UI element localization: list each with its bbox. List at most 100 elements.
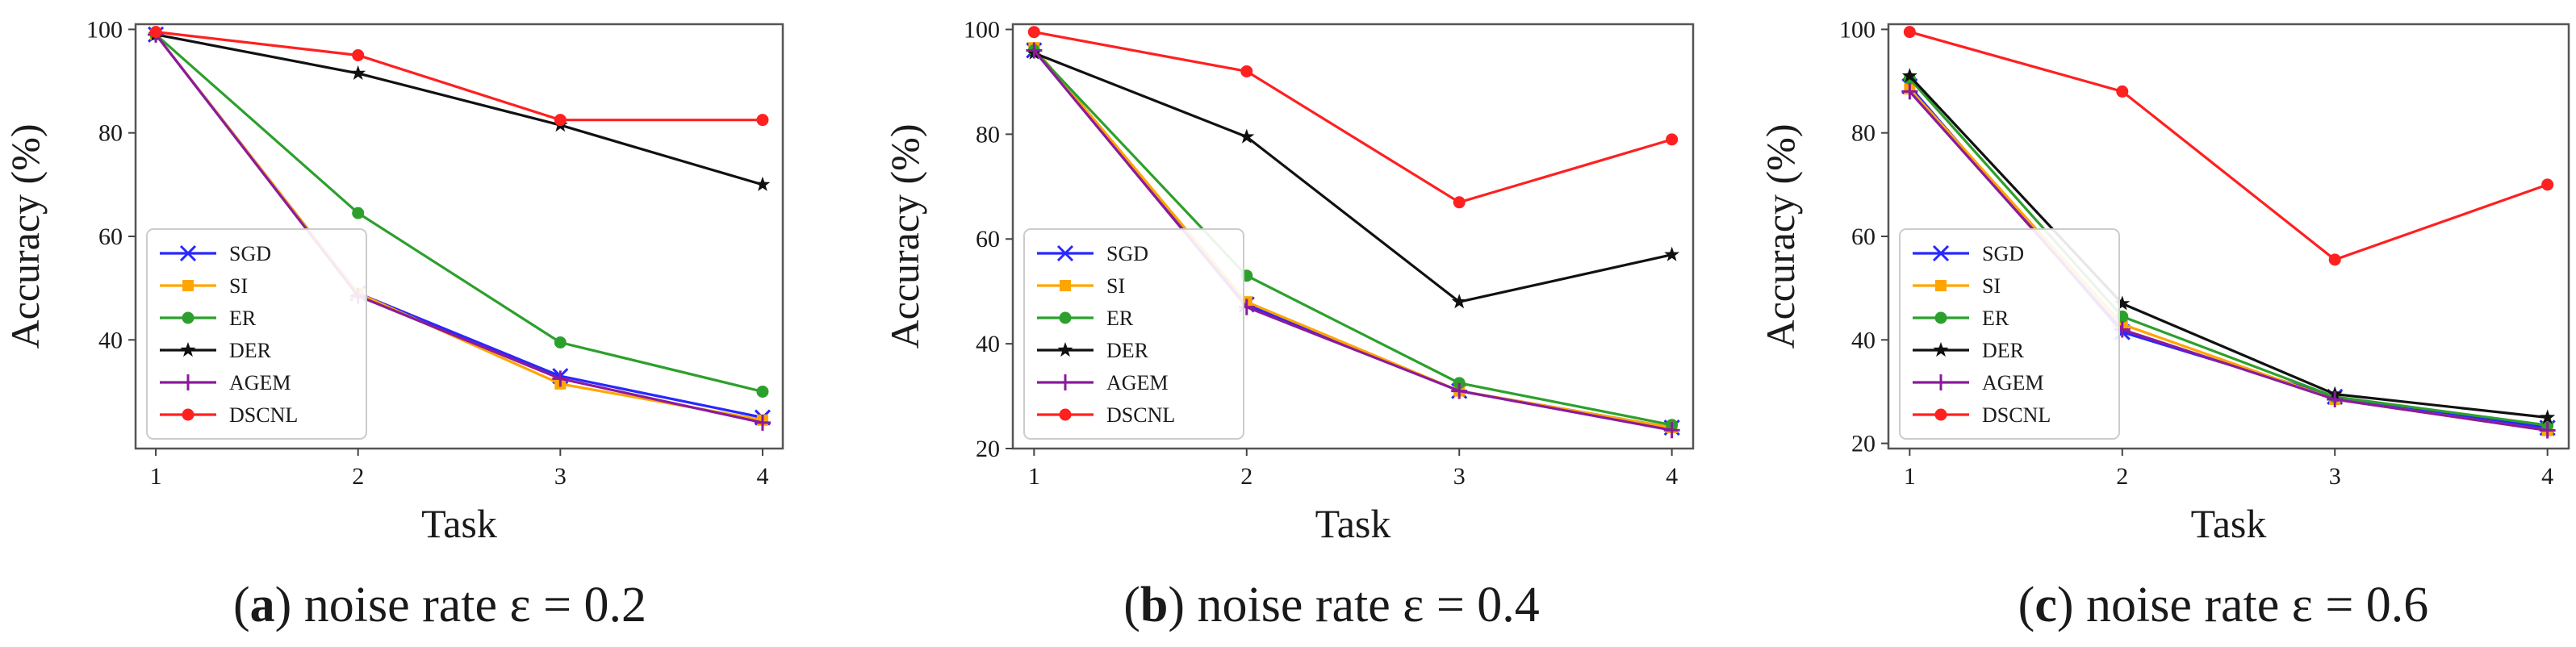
series-si-line <box>1033 47 1672 429</box>
legend-box <box>1023 228 1244 440</box>
legend-item-si-label: SI <box>229 274 248 298</box>
series-dscnl-point <box>756 114 769 127</box>
y-tick-label: 100 <box>964 16 1000 43</box>
x-tick-label: 4 <box>756 463 768 490</box>
legend-item-der-label: DER <box>1982 339 2025 362</box>
series-der-line <box>155 33 763 186</box>
legend: SGD SI ER DER AGEM DSCNL <box>146 228 367 440</box>
series-er-line <box>1909 77 2548 427</box>
legend-item-der: DER <box>160 339 272 362</box>
series-der-point <box>2540 409 2556 424</box>
legend-item-dscnl: DSCNL <box>160 403 298 427</box>
legend-item-der-label: DER <box>229 339 272 362</box>
legend-item-er-marker <box>1059 311 1072 324</box>
plot-frame <box>1011 23 1695 450</box>
legend-item-dscnl-label: DSCNL <box>1982 403 2051 427</box>
legend-item-er-marker <box>1934 311 1947 324</box>
caption-paren-close: ) <box>1168 578 1197 632</box>
legend-item-dscnl: DSCNL <box>1913 403 2051 427</box>
legend-item-si: SI <box>1913 274 2001 298</box>
legend-item-si: SI <box>160 274 248 298</box>
y-axis-title: Accuracy (%) <box>2 124 48 349</box>
chart-panel-c: 20 40 60 80 100 1 2 3 4 Task Accuracy (%) SGD SI ER DE… <box>1758 16 2570 546</box>
legend-item-dscnl-label: DSCNL <box>229 403 298 427</box>
y-tick-label: 60 <box>98 223 123 250</box>
panel-caption-c: (c) noise rate ε = 0.6 <box>2018 578 2429 632</box>
y-tick-label: 60 <box>976 226 1000 253</box>
series-agem <box>1026 42 1680 439</box>
series-dscnl <box>1903 26 2554 266</box>
legend-box <box>146 228 367 440</box>
series-er-point <box>554 336 567 349</box>
series-agem <box>1901 83 2556 439</box>
caption-text: noise rate ε = 0.4 <box>1198 578 1540 632</box>
series-agem-point <box>2327 391 2344 408</box>
legend-item-si-marker <box>1060 280 1071 291</box>
x-tick-label: 4 <box>2541 463 2553 490</box>
legend-item-er: ER <box>1037 307 1134 330</box>
series-der-point <box>1664 246 1680 261</box>
y-tick-label: 20 <box>1851 431 1876 457</box>
series-dscnl-point <box>1027 26 1040 39</box>
series-dscnl-point <box>1240 65 1253 77</box>
x-tick-label: 3 <box>2329 463 2341 490</box>
legend-item-sgd: SGD <box>1913 242 2024 265</box>
legend-item-dscnl: DSCNL <box>1037 403 1175 427</box>
legend-item-dscnl-marker <box>1934 408 1947 421</box>
legend-item-agem-label: AGEM <box>1106 371 1169 394</box>
chart-panel-a: 40 60 80 100 1 2 3 4 Task Accuracy (%) SGD SI ER DER A… <box>2 16 784 546</box>
x-tick-label: 1 <box>1904 463 1916 490</box>
series-dscnl-line <box>155 31 763 122</box>
series-agem-point <box>1663 422 1680 439</box>
legend-item-dscnl-marker <box>1059 408 1072 421</box>
x-tick-label: 2 <box>352 463 364 490</box>
series-agem-line <box>154 33 763 424</box>
caption-text: noise rate ε = 0.2 <box>304 578 646 632</box>
legend: SGD SI ER DER AGEM DSCNL <box>1023 228 1244 440</box>
x-axis-title: Task <box>1315 501 1391 546</box>
caption-text: noise rate ε = 0.6 <box>2086 578 2428 632</box>
series-agem-point <box>754 414 771 431</box>
series-dscnl-point <box>1903 26 1916 39</box>
x-tick-label: 1 <box>150 463 162 490</box>
series-dscnl-point <box>2541 178 2554 191</box>
series-er-line <box>1033 49 1673 427</box>
legend-item-er-marker <box>182 311 194 324</box>
series-dscnl-point <box>1666 133 1679 146</box>
series-dscnl-point <box>149 26 162 39</box>
series-dscnl-point <box>554 114 567 127</box>
legend-item-sgd-marker <box>1932 244 1950 262</box>
y-axis-title: Accuracy (%) <box>882 124 927 349</box>
series-der-point <box>1239 128 1255 144</box>
legend-item-der-marker <box>180 342 196 357</box>
y-axis-title: Accuracy (%) <box>1758 124 1803 349</box>
legend-item-agem: AGEM <box>1037 371 1169 394</box>
series-agem-point <box>1026 42 1043 59</box>
legend-box <box>1899 228 2120 440</box>
series-er-point <box>352 207 365 219</box>
series-der-point <box>755 176 771 191</box>
series-agem-point <box>1901 83 1918 100</box>
series-er-point <box>756 385 769 398</box>
legend-item-dscnl-label: DSCNL <box>1106 403 1175 427</box>
series-dscnl-line <box>1034 31 1673 204</box>
legend-item-agem: AGEM <box>1913 371 2044 394</box>
caption-paren-open: ( <box>1123 578 1140 632</box>
y-tick-label: 20 <box>976 436 1000 462</box>
panel-caption-a: (a) noise rate ε = 0.2 <box>233 578 646 632</box>
caption-paren-open: ( <box>2018 578 2035 632</box>
legend-item-er: ER <box>160 307 257 330</box>
series-dscnl-point <box>2116 85 2129 98</box>
y-tick-label: 40 <box>98 327 123 353</box>
legend-item-der-marker <box>1057 342 1073 357</box>
legend: SGD SI ER DER AGEM DSCNL <box>1899 228 2120 440</box>
legend-item-der: DER <box>1037 339 1149 362</box>
caption-letter: a <box>250 578 275 632</box>
legend-item-der: DER <box>1913 339 2025 362</box>
x-axis-title: Task <box>2191 501 2267 546</box>
legend-item-agem-marker <box>1057 374 1073 390</box>
legend-item-agem: AGEM <box>160 371 291 394</box>
legend-item-sgd-label: SGD <box>229 242 271 265</box>
caption-paren-close: ) <box>2057 578 2086 632</box>
